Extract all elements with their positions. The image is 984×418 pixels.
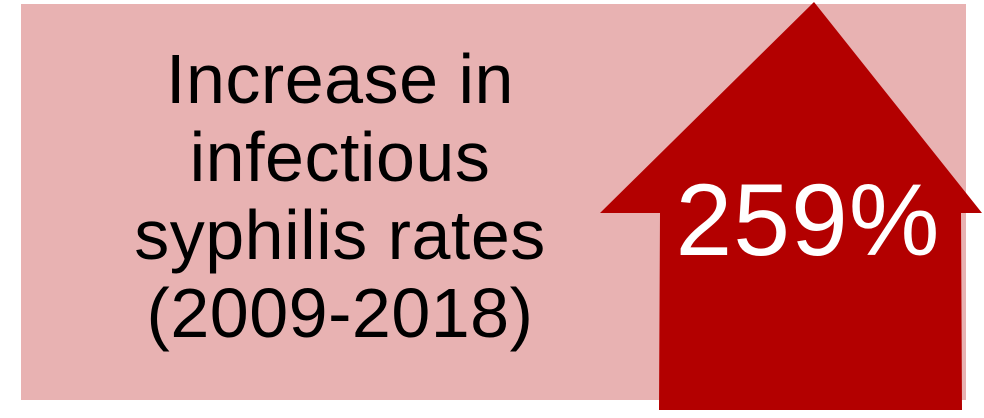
- headline-line-1: Increase in: [166, 40, 514, 118]
- headline-line-4: (2009-2018): [146, 274, 534, 352]
- headline: Increase in infectious syphilis rates (2…: [60, 40, 620, 352]
- headline-line-3: syphilis rates: [134, 196, 546, 274]
- percent-increase-value: 259%: [675, 163, 941, 277]
- headline-line-2: infectious: [189, 118, 491, 196]
